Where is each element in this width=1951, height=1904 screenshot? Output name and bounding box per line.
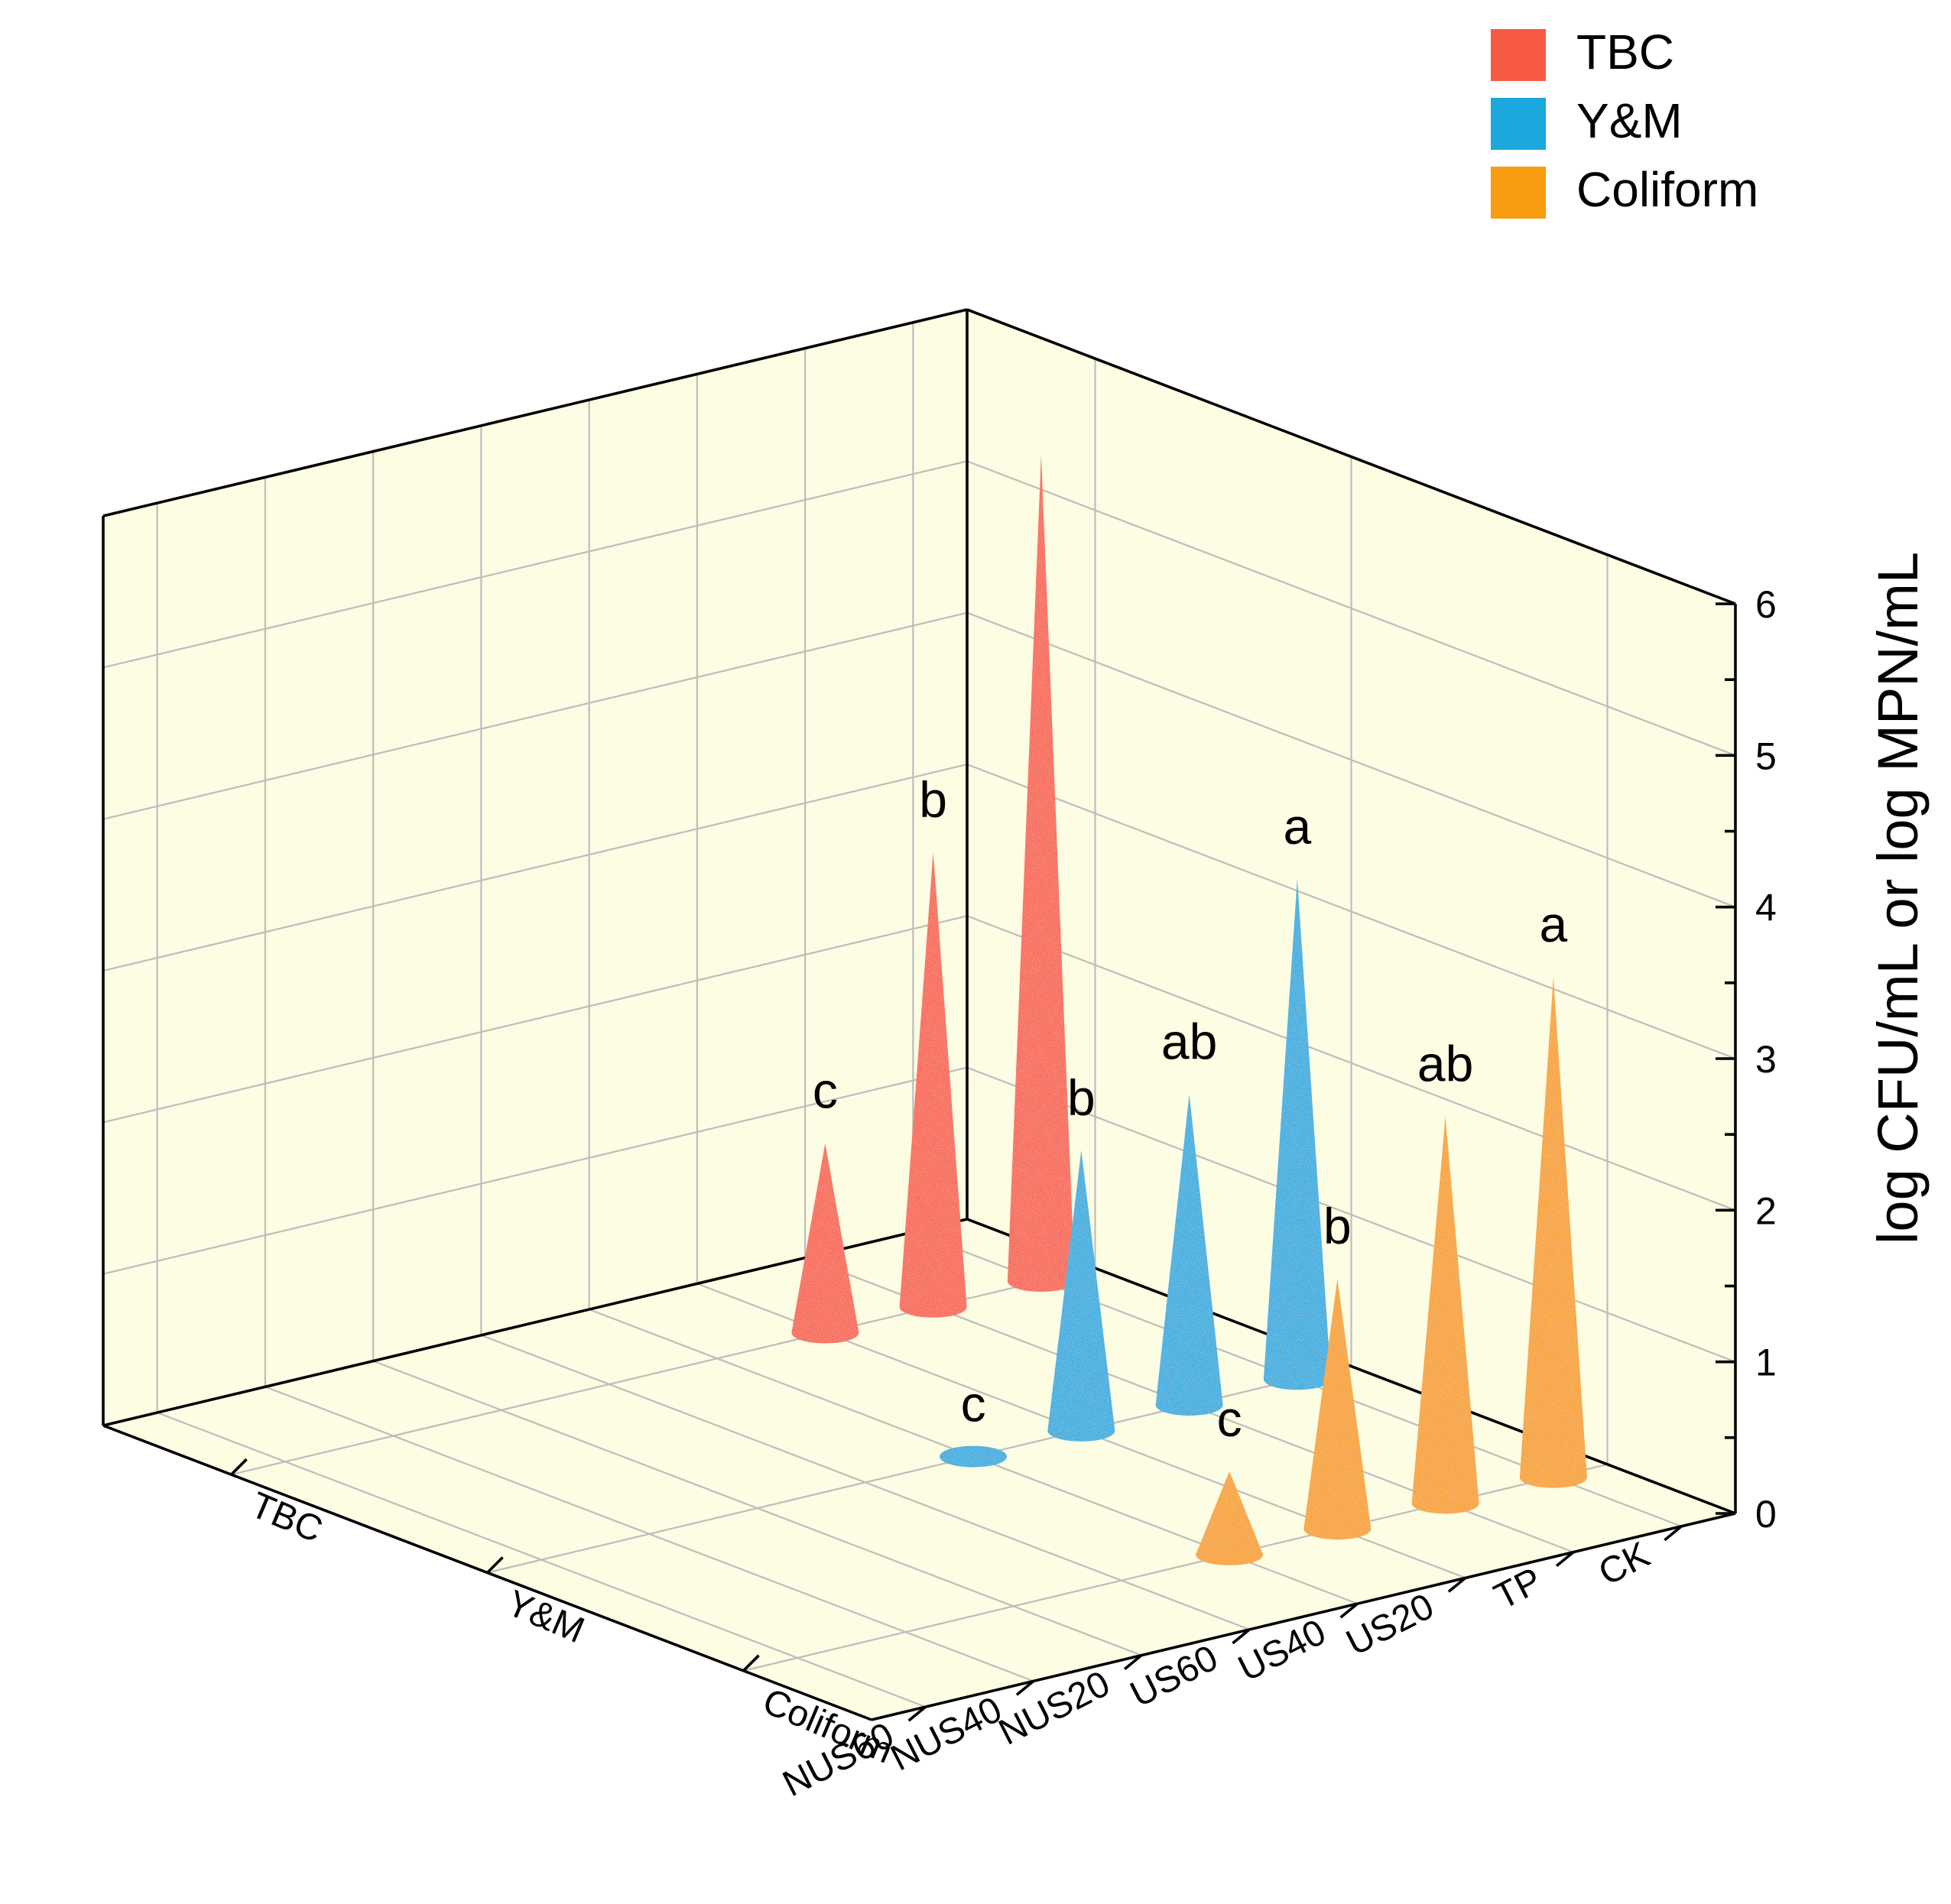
z-tick-label: 0 — [1755, 1493, 1777, 1536]
cone-coliform-tp: ab — [1411, 1036, 1479, 1514]
y-tick — [486, 1556, 504, 1574]
cone-coliform-tp-body — [1411, 1116, 1479, 1514]
x-tick — [907, 1705, 927, 1722]
cone-coliform-us20-label: b — [1323, 1198, 1352, 1254]
cone-tbc-ck — [1007, 455, 1075, 1293]
cone-yandm-us40: c — [940, 1376, 1008, 1468]
cone-tbc-tp: b — [899, 771, 967, 1318]
legend-swatch-yandm — [1491, 98, 1546, 150]
grid-line-left-z — [102, 611, 968, 820]
x-tick — [1339, 1602, 1359, 1619]
cone-tbc-tp-label: b — [919, 771, 947, 828]
x-tick — [1015, 1679, 1035, 1696]
grid-line-left-z — [102, 763, 968, 972]
cone-yandm-us20-label: b — [1067, 1069, 1096, 1126]
legend-swatch-tbc — [1491, 29, 1546, 81]
cone-tbc-us20: c — [791, 1062, 859, 1344]
cone-coliform-us40: c — [1196, 1390, 1264, 1565]
z-tick-label: 1 — [1755, 1341, 1777, 1384]
x-tick — [1232, 1628, 1251, 1645]
edge-right-top — [966, 308, 1736, 605]
cone-tbc-ck-body — [1007, 455, 1075, 1293]
cone-coliform-ck-label: a — [1540, 896, 1568, 952]
z-axis-label: log CFU/mL or log MPN/mL — [1866, 552, 1930, 1244]
cone-coliform-ck: a — [1519, 896, 1587, 1488]
axis-panes — [103, 310, 1735, 1720]
cone-tbc-us20-body — [791, 1143, 859, 1344]
cone-yandm-ck: a — [1263, 798, 1331, 1390]
cone-yandm-tp-label: ab — [1161, 1014, 1217, 1070]
cone-coliform-tp-label: ab — [1417, 1036, 1473, 1092]
cone-marks: b c a ab b c a ab b c — [791, 455, 1587, 1565]
legend-label-yandm: Y&M — [1576, 93, 1683, 148]
x-tick — [1447, 1576, 1467, 1593]
z-tick-label: 5 — [1755, 735, 1777, 777]
cone-yandm-ck-label: a — [1284, 798, 1312, 855]
edge-left-top — [102, 308, 968, 517]
edge-front-y-axis — [871, 1512, 1736, 1721]
x-tick — [1664, 1525, 1683, 1542]
cone-coliform-us40-body — [1196, 1471, 1264, 1565]
cone-tbc-tp-body — [899, 851, 967, 1318]
cone-coliform-ck-body — [1519, 977, 1587, 1488]
y-tick — [230, 1458, 248, 1476]
cone-coliform-us20-body — [1303, 1278, 1372, 1540]
cone-tbc-us20-label: c — [813, 1062, 838, 1119]
cone-yandm-ck-body — [1263, 878, 1331, 1390]
cone-coliform-us20: b — [1303, 1198, 1372, 1540]
y-tick — [742, 1654, 760, 1672]
z-tick-label: 6 — [1755, 583, 1777, 626]
cone-yandm-us20: b — [1047, 1069, 1115, 1442]
grid-line-left-z — [102, 460, 968, 669]
x-tick — [1123, 1654, 1143, 1671]
cone-yandm-us20-body — [1047, 1150, 1115, 1442]
cone-yandm-tp: ab — [1155, 1014, 1223, 1416]
z-tick-label: 4 — [1755, 887, 1777, 929]
cone-yandm-tp-body — [1155, 1094, 1223, 1416]
cone-yandm-us40-base — [940, 1445, 1008, 1468]
cone-coliform-us40-label: c — [1217, 1390, 1242, 1447]
legend-label-coliform: Coliform — [1576, 162, 1758, 217]
legend: TBC Y&M Coliform — [1491, 24, 1758, 219]
z-axis: log CFU/mL or log MPN/mL 0 1 2 3 4 5 6 — [1716, 552, 1930, 1536]
z-tick-label: 3 — [1755, 1038, 1777, 1081]
grid-line-left-z — [102, 915, 968, 1124]
z-tick-label: 2 — [1755, 1189, 1777, 1232]
grid-line-left-z — [102, 1066, 968, 1275]
x-tick — [1555, 1551, 1575, 1568]
legend-swatch-coliform — [1491, 167, 1546, 219]
cone-yandm-us40-label: c — [961, 1376, 986, 1432]
legend-label-tbc: TBC — [1576, 24, 1674, 79]
